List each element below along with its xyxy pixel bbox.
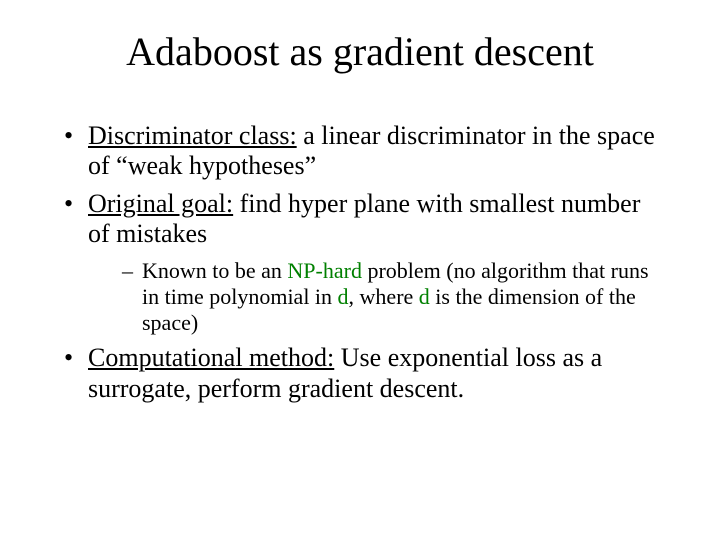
variable-d: d	[419, 284, 430, 309]
bullet-item: Discriminator class: a linear discrimina…	[60, 121, 660, 181]
sub-bullet-list: Known to be an NP-hard problem (no algor…	[88, 258, 660, 336]
sub-text: Known to be an	[142, 258, 287, 283]
bullet-list: Discriminator class: a linear discrimina…	[60, 121, 660, 404]
sub-bullet-item: Known to be an NP-hard problem (no algor…	[122, 258, 660, 336]
np-hard-text: NP-hard	[287, 258, 362, 283]
variable-d: d	[338, 284, 349, 309]
bullet-label: Original goal:	[88, 189, 233, 218]
bullet-label: Discriminator class:	[88, 121, 297, 150]
bullet-item: Original goal: find hyper plane with sma…	[60, 189, 660, 335]
bullet-item: Computational method: Use exponential lo…	[60, 343, 660, 403]
sub-text: , where	[349, 284, 419, 309]
slide: Adaboost as gradient descent Discriminat…	[0, 0, 720, 540]
bullet-label: Computational method:	[88, 343, 334, 372]
slide-title: Adaboost as gradient descent	[60, 28, 660, 75]
